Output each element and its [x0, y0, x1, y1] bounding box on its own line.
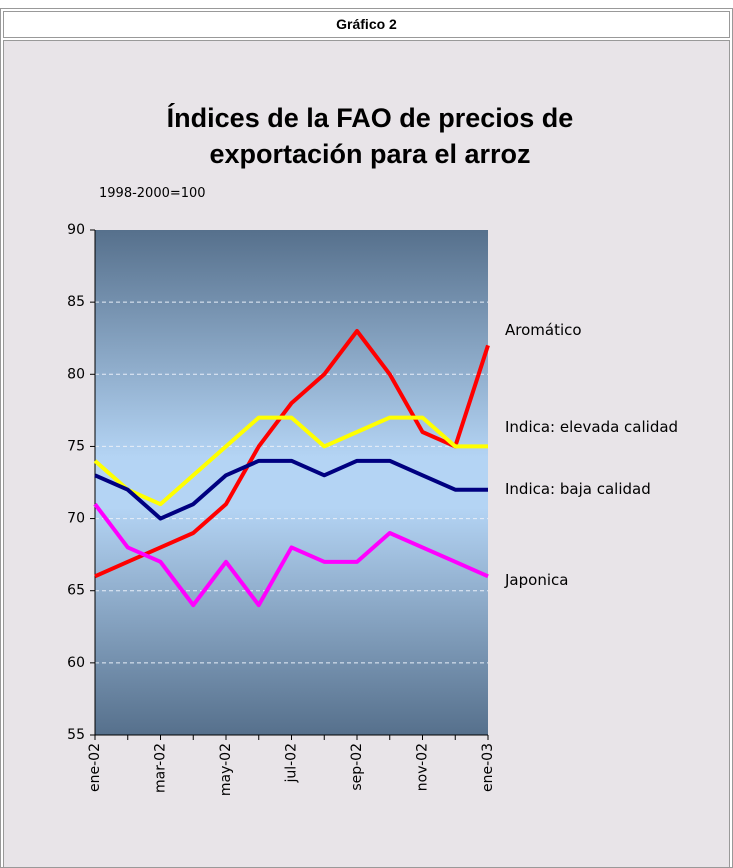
y-tick-label: 75	[67, 438, 85, 454]
x-tick-label: ene-03	[480, 743, 496, 792]
x-tick-label: ene-02	[87, 743, 103, 792]
plot-area	[95, 230, 488, 735]
y-tick-label: 60	[67, 655, 85, 671]
chart-title: Índices de la FAO de precios de exportac…	[166, 103, 574, 169]
series-label: Indica: baja calidad	[505, 479, 651, 498]
x-tick-label: nov-02	[415, 743, 431, 791]
series-line	[94, 329, 490, 579]
y-tick-label: 70	[67, 511, 85, 527]
subtitle: 1998-2000=100	[99, 186, 206, 201]
y-tick-label: 80	[67, 366, 85, 382]
x-tick-label: sep-02	[349, 743, 365, 791]
y-tick-label: 85	[67, 294, 85, 310]
y-tick-label: 65	[67, 583, 85, 599]
y-tick-label: 55	[67, 727, 85, 743]
series-line	[93, 502, 489, 608]
x-tick-label: may-02	[218, 743, 234, 796]
header: Gráfico 2	[3, 11, 730, 38]
x-tick-label: mar-02	[153, 743, 169, 793]
series-label: Indica: elevada calidad	[505, 418, 679, 437]
series-label: Aromático	[505, 321, 582, 340]
series-label: Japonica	[505, 571, 569, 590]
series-line	[94, 458, 488, 521]
y-tick-label: 90	[67, 222, 85, 238]
x-tick-label: jul-02	[284, 743, 300, 784]
series-line	[93, 415, 488, 507]
